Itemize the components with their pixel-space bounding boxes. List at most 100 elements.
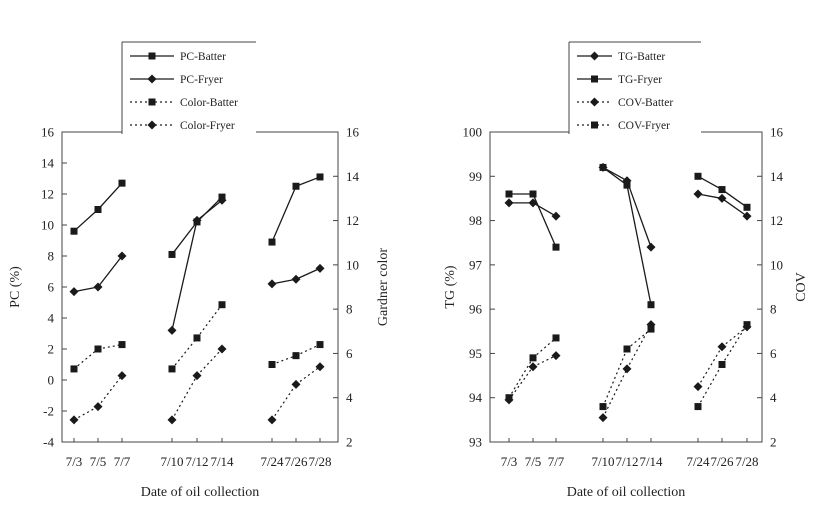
data-point-pc-fryer [291, 274, 301, 284]
y2-tick-label: 6 [770, 346, 777, 361]
y2-tick-label: 12 [770, 213, 783, 228]
data-point-color-batter [218, 301, 226, 309]
series-line-segment [602, 166, 628, 186]
x-tick-label: 7/12 [185, 454, 208, 469]
y-tick-label: 98 [469, 213, 482, 228]
x-tick-label: 7/3 [66, 454, 83, 469]
series-line-segment [295, 267, 321, 280]
series-line-segment [697, 175, 723, 191]
chart-panel-1: -4 -2 0 2 4 6 8 10 12 14 16 2 4 6 8 10 12 14 16 7/3 7/5 7/7 7/… [8, 41, 391, 500]
data-point-tg-fryer [505, 190, 513, 198]
y-tick-label: 97 [469, 257, 483, 272]
series-line-segment [271, 185, 297, 243]
legend-marker-pc-batter [148, 52, 156, 60]
data-point-tg-fryer [529, 190, 537, 198]
data-point-tg-fryer [718, 186, 726, 194]
data-point-color-fryer [217, 344, 227, 354]
y2-axis-title: Gardner color [376, 248, 391, 326]
series-line-segment [97, 375, 123, 407]
series-line-segment [171, 220, 198, 331]
series-line-segment [171, 337, 198, 370]
y2-tick-label: 2 [770, 435, 777, 450]
data-point-pc-batter [94, 206, 102, 213]
y-tick-label: 94 [469, 390, 483, 405]
legend-label-pc-fryer: PC-Fryer [180, 74, 223, 86]
y-tick-label: 99 [469, 169, 482, 184]
series-color-batter [70, 301, 324, 373]
y2-tick-label: 14 [770, 169, 784, 184]
data-point-tg-fryer [694, 172, 702, 180]
series-pc-fryer [69, 195, 325, 335]
y2-tick-label: 4 [770, 390, 777, 405]
data-point-color-batter [118, 341, 126, 349]
x-tick-label: 7/14 [639, 454, 663, 469]
y-tick-label: 16 [41, 125, 55, 140]
data-point-color-fryer [267, 415, 277, 425]
legend-marker-pc-fryer [147, 74, 157, 84]
data-point-color-batter [193, 334, 201, 342]
legend-label-color-batter: Color-Batter [180, 97, 238, 109]
data-point-color-fryer [192, 371, 202, 381]
data-point-cov-fryer [505, 394, 513, 402]
data-point-cov-batter [693, 382, 703, 392]
series-line-segment [73, 348, 99, 370]
series-line-segment [73, 286, 99, 293]
series-line-segment [171, 221, 198, 255]
y2-tick-label: 10 [770, 257, 783, 272]
series-line-segment [532, 337, 557, 359]
y-axis-title: PC (%) [8, 266, 23, 308]
y-tick-label: 6 [48, 280, 55, 295]
series-line-segment [721, 197, 748, 217]
y2-tick-label: 16 [770, 125, 784, 140]
series-line-segment [295, 344, 321, 357]
y2-tick-label: 6 [346, 346, 353, 361]
y-tick-label: 95 [469, 346, 482, 361]
data-point-tg-fryer [743, 203, 751, 211]
data-point-color-fryer [93, 402, 103, 412]
x-axis-title: Date of oil collection [567, 485, 686, 500]
data-point-pc-fryer [267, 279, 277, 289]
data-point-pc-batter [70, 227, 78, 235]
x-tick-label: 7/26 [710, 454, 734, 469]
data-point-tg-fryer [599, 163, 607, 171]
series-line-segment [532, 355, 557, 368]
series-line-segment [295, 366, 321, 385]
legend-marker-tg-batter [590, 51, 599, 61]
series-line-segment [271, 355, 297, 366]
series-color-fryer [69, 344, 325, 425]
y-tick-label: 2 [48, 342, 55, 357]
y-tick-label: 10 [41, 218, 54, 233]
series-line-segment [532, 202, 557, 217]
x-tick-label: 7/10 [591, 454, 614, 469]
y-tick-label: 14 [41, 156, 55, 171]
series-line-segment [97, 343, 123, 350]
legend-marker-tg-fryer [591, 75, 598, 83]
y-tick-label: 93 [469, 435, 482, 450]
y2-tick-label: 14 [346, 169, 360, 184]
data-point-color-batter [268, 361, 276, 368]
data-point-pc-fryer [192, 215, 202, 225]
series-line-segment [532, 193, 557, 248]
x-tick-label: 7/12 [615, 454, 638, 469]
x-tick-label: 7/7 [114, 454, 131, 469]
series-line-segment [73, 209, 99, 232]
x-tick-label: 7/14 [210, 454, 234, 469]
y-axis-title: TG (%) [443, 265, 458, 308]
y2-tick-label: 16 [346, 125, 360, 140]
legend-label-cov-batter: COV-Batter [618, 97, 673, 109]
legend: PC-Batter PC-Fryer Color-Batter Color-Fryer [121, 41, 256, 134]
data-point-color-batter [94, 345, 102, 353]
data-point-tg-batter [551, 211, 561, 221]
legend-box [122, 42, 256, 134]
y-tick-label: -2 [43, 404, 54, 419]
data-point-tg-batter [504, 198, 514, 208]
y2-tick-label: 8 [770, 302, 777, 317]
data-point-pc-fryer [217, 195, 227, 205]
series-tg-batter [504, 162, 752, 252]
y-tick-label: 0 [48, 373, 55, 388]
data-point-color-fryer [315, 362, 325, 372]
data-point-pc-fryer [69, 287, 79, 297]
data-point-cov-fryer [743, 321, 751, 329]
x-tick-label: 7/28 [308, 454, 331, 469]
x-tick-label: 7/24 [260, 454, 284, 469]
